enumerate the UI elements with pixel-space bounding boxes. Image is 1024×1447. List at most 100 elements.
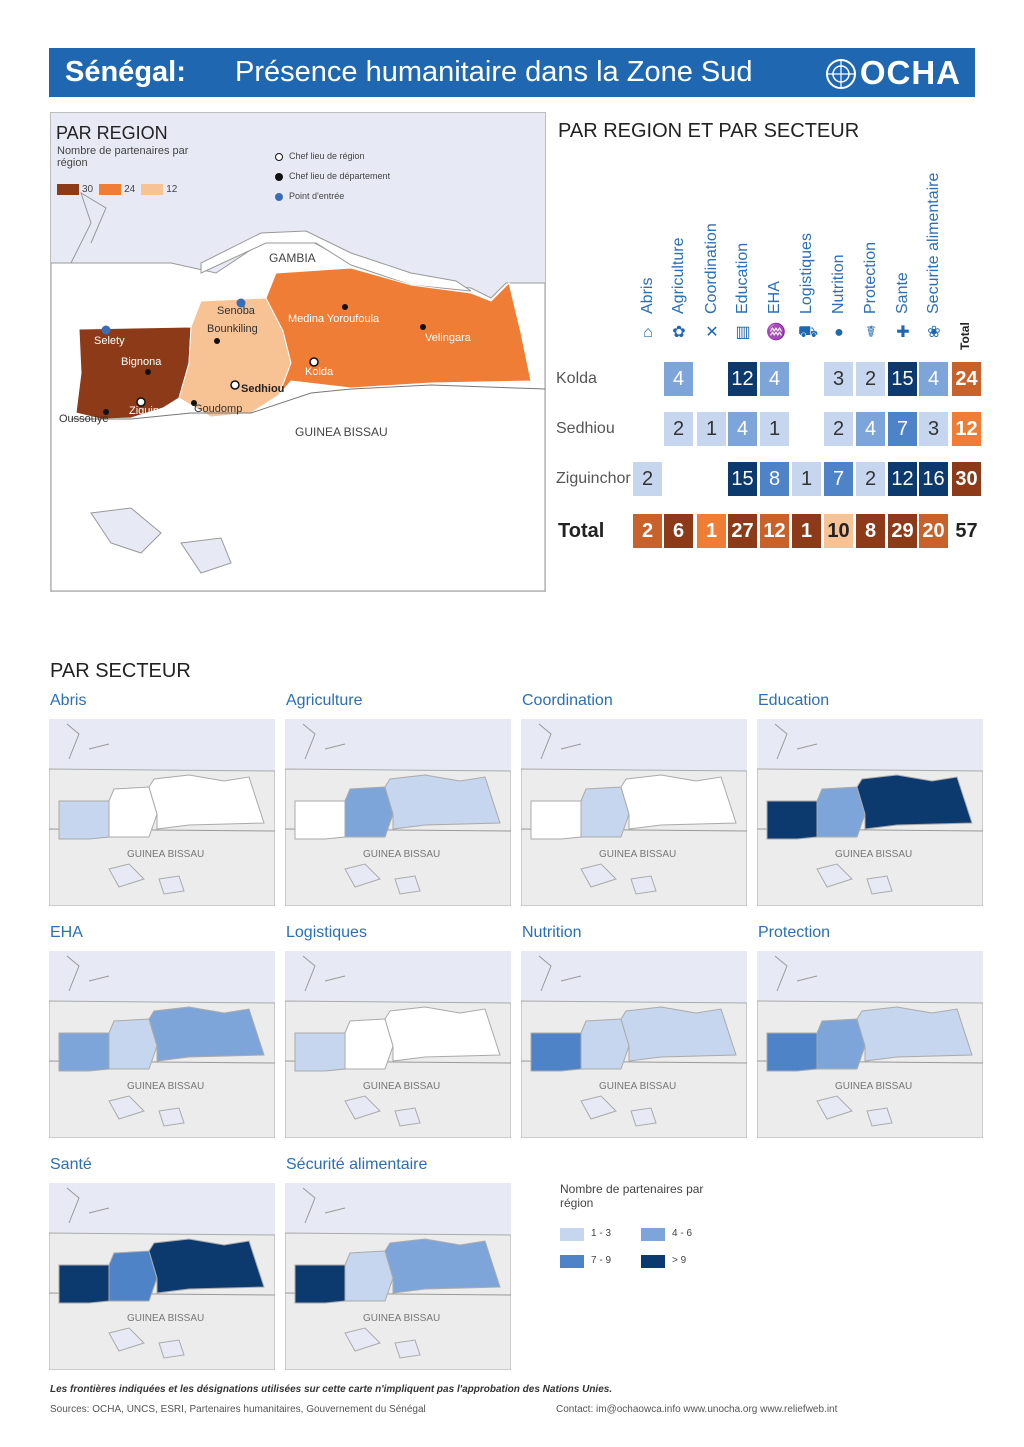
row-label: Kolda: [556, 370, 597, 387]
sedhiou-region: [344, 786, 394, 838]
matrix-cell: 7: [824, 462, 853, 496]
health-icon: ✚: [896, 324, 910, 341]
symbol-legend-item: Chef lieu de région: [275, 151, 390, 171]
gambia-label: GAMBIA: [269, 251, 316, 265]
goudomp-label: Goudomp: [194, 403, 243, 415]
kolda-region: [148, 774, 265, 830]
sector-map-country-label: GUINEA BISSAU: [127, 849, 205, 860]
agriculture-icon: ✿: [672, 324, 686, 341]
velingara-label: Velingara: [425, 332, 471, 344]
nutrition-icon: ●: [834, 324, 844, 341]
column-total-cell: 10: [824, 514, 853, 548]
ziguinchor-region: [766, 800, 818, 840]
sector-map-svg: [285, 951, 511, 1138]
column-total-cell: 27: [728, 514, 757, 548]
region-legend-label: 24: [124, 184, 136, 196]
ziguinchor-region: [766, 1032, 818, 1072]
sedhiou-region: [108, 1250, 158, 1302]
sedhiou-region: [816, 1018, 866, 1070]
column-header: Agriculture: [670, 237, 687, 314]
kolda-region: [384, 1238, 501, 1294]
sector-legend-swatch: [641, 1255, 665, 1268]
kolda-label: Kolda: [305, 366, 334, 378]
kolda-region: [620, 774, 737, 830]
totals-label: Total: [558, 520, 605, 542]
velingara-dot-icon: [420, 324, 426, 330]
symbol-legend: Chef lieu de région Chef lieu de départem…: [275, 151, 390, 211]
matrix-cell: 4: [760, 362, 789, 396]
medina-label: Medina Yoroufoula: [288, 313, 380, 325]
ziguinchor-region: [294, 1264, 346, 1304]
kolda-region: [384, 1006, 501, 1062]
oussouye-dot-icon: [103, 409, 109, 415]
matrix-cell: 3: [824, 362, 853, 396]
matrix-cell: 2: [633, 462, 662, 496]
sector-map-country-label: GUINEA BISSAU: [599, 1081, 677, 1092]
sector-map-country-label: GUINEA BISSAU: [835, 1081, 913, 1092]
ziguinchor-region: [530, 800, 582, 840]
ziguinchor-capital-icon: [136, 397, 146, 407]
protection-icon: ☤: [865, 324, 877, 341]
sector-map: GUINEA BISSAU: [757, 719, 983, 906]
matrix-cell: 15: [728, 462, 757, 496]
sector-map: GUINEA BISSAU: [285, 719, 511, 906]
matrix-cell: 12: [728, 362, 757, 396]
sector-map-svg: [757, 719, 983, 906]
column-header: Logistiques: [798, 233, 815, 314]
column-header: Protection: [862, 241, 879, 314]
sources: Sources: OCHA, UNCS, ESRI, Partenaires h…: [50, 1404, 426, 1415]
ocha-logo: OCHA: [859, 54, 961, 91]
row-total-cell: 24: [952, 362, 981, 396]
sedhiou-region: [580, 1018, 630, 1070]
sector-map-svg: [521, 951, 747, 1138]
sector-map-svg: [49, 1183, 275, 1370]
sector-map-country-label: GUINEA BISSAU: [363, 1313, 441, 1324]
matrix-cell: 1: [697, 412, 726, 446]
matrix-cell: 8: [760, 462, 789, 496]
matrix-cell: 2: [856, 462, 885, 496]
sector-legend-label: > 9: [672, 1255, 687, 1266]
matrix-cell: 1: [792, 462, 821, 496]
shelter-icon: ⌂: [643, 324, 653, 341]
sector-legend-swatch: [560, 1255, 584, 1268]
column-total-cell: 29: [888, 514, 917, 548]
town-dot-icon: [275, 172, 283, 181]
sedhiou-region: [344, 1250, 394, 1302]
region-map-panel: PAR REGION Nombre de partenaires par rég…: [50, 112, 546, 592]
sector-map-title: EHA: [50, 924, 83, 941]
bounkiling-label: Bounkiling: [207, 323, 258, 335]
symbol-legend-item: Point d'entrée: [275, 191, 390, 211]
sector-map-svg: [521, 719, 747, 906]
selety-label: Selety: [94, 335, 125, 347]
sector-map: GUINEA BISSAU: [521, 719, 747, 906]
guinea-bissau-label: GUINEA BISSAU: [295, 425, 388, 439]
sector-map-country-label: GUINEA BISSAU: [127, 1313, 205, 1324]
sector-map-country-label: GUINEA BISSAU: [127, 1081, 205, 1092]
goudomp-dot-icon: [191, 400, 197, 406]
sector-map-country-label: GUINEA BISSAU: [363, 1081, 441, 1092]
ziguinchor-region: [58, 1264, 110, 1304]
kolda-region: [148, 1006, 265, 1062]
column-total-cell: 2: [633, 514, 662, 548]
column-header: Securite alimentaire: [925, 172, 942, 314]
sector-map-svg: [285, 719, 511, 906]
matrix-cell: 4: [728, 412, 757, 446]
matrix-cell: 2: [856, 362, 885, 396]
matrix-cell: 4: [856, 412, 885, 446]
region-legend-swatch: [57, 184, 79, 196]
row-label: Ziguinchor: [556, 470, 631, 487]
column-total-cell: 8: [856, 514, 885, 548]
region-legend-swatch: [99, 184, 122, 196]
matrix-cell: 16: [919, 462, 948, 496]
kolda-region: [620, 1006, 737, 1062]
matrix-cell: 15: [888, 362, 917, 396]
sector-map-title: Santé: [50, 1156, 92, 1173]
page-title: Présence humanitaire dans la Zone Sud: [235, 56, 753, 88]
column-total-cell: 20: [919, 514, 948, 548]
symbol-legend-item: Chef lieu de département: [275, 171, 390, 191]
bounkiling-dot-icon: [214, 338, 220, 344]
region-legend-label: 12: [166, 184, 178, 196]
ziguinchor-region: [294, 800, 346, 840]
sector-map-title: Coordination: [522, 692, 613, 709]
senoba-label: Senoba: [217, 305, 255, 317]
